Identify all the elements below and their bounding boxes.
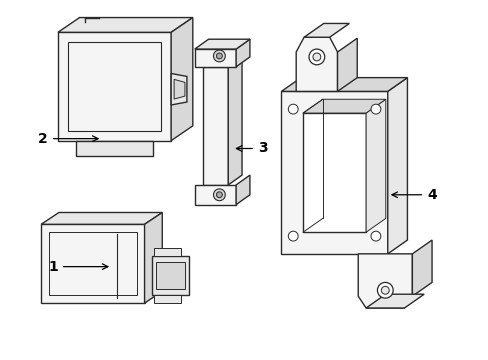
Polygon shape (228, 57, 242, 185)
Circle shape (370, 231, 380, 241)
Polygon shape (304, 23, 348, 37)
Polygon shape (236, 175, 249, 204)
Polygon shape (151, 256, 189, 295)
Polygon shape (358, 254, 411, 308)
Polygon shape (155, 262, 185, 289)
Polygon shape (41, 224, 144, 303)
Polygon shape (236, 39, 249, 67)
Polygon shape (411, 240, 431, 296)
Polygon shape (171, 73, 186, 105)
Polygon shape (366, 99, 385, 232)
Circle shape (370, 104, 380, 114)
Polygon shape (174, 79, 184, 99)
Circle shape (312, 53, 320, 61)
Polygon shape (296, 37, 337, 91)
Polygon shape (58, 18, 192, 32)
Text: 1: 1 (48, 260, 108, 274)
Polygon shape (303, 113, 366, 232)
Polygon shape (202, 57, 242, 67)
Text: 3: 3 (236, 141, 267, 156)
Polygon shape (76, 141, 153, 156)
Polygon shape (144, 212, 162, 303)
Polygon shape (194, 49, 236, 67)
Text: 2: 2 (38, 132, 98, 146)
Polygon shape (194, 39, 249, 49)
Circle shape (216, 192, 222, 198)
Polygon shape (153, 248, 181, 256)
Circle shape (288, 231, 298, 241)
Polygon shape (153, 295, 181, 303)
Polygon shape (41, 212, 162, 224)
Polygon shape (366, 294, 423, 308)
Text: 4: 4 (391, 188, 436, 202)
Polygon shape (171, 18, 192, 141)
Polygon shape (337, 38, 357, 91)
Polygon shape (387, 78, 407, 254)
Circle shape (213, 50, 225, 62)
Circle shape (216, 53, 222, 59)
Polygon shape (49, 232, 137, 295)
Polygon shape (303, 99, 385, 113)
Polygon shape (194, 185, 236, 204)
Circle shape (381, 286, 388, 294)
Polygon shape (202, 67, 228, 185)
Circle shape (377, 282, 392, 298)
Circle shape (213, 189, 225, 201)
Polygon shape (281, 91, 387, 254)
Circle shape (308, 49, 324, 65)
Polygon shape (68, 42, 161, 131)
Polygon shape (281, 78, 407, 91)
Circle shape (288, 104, 298, 114)
Polygon shape (58, 32, 171, 141)
